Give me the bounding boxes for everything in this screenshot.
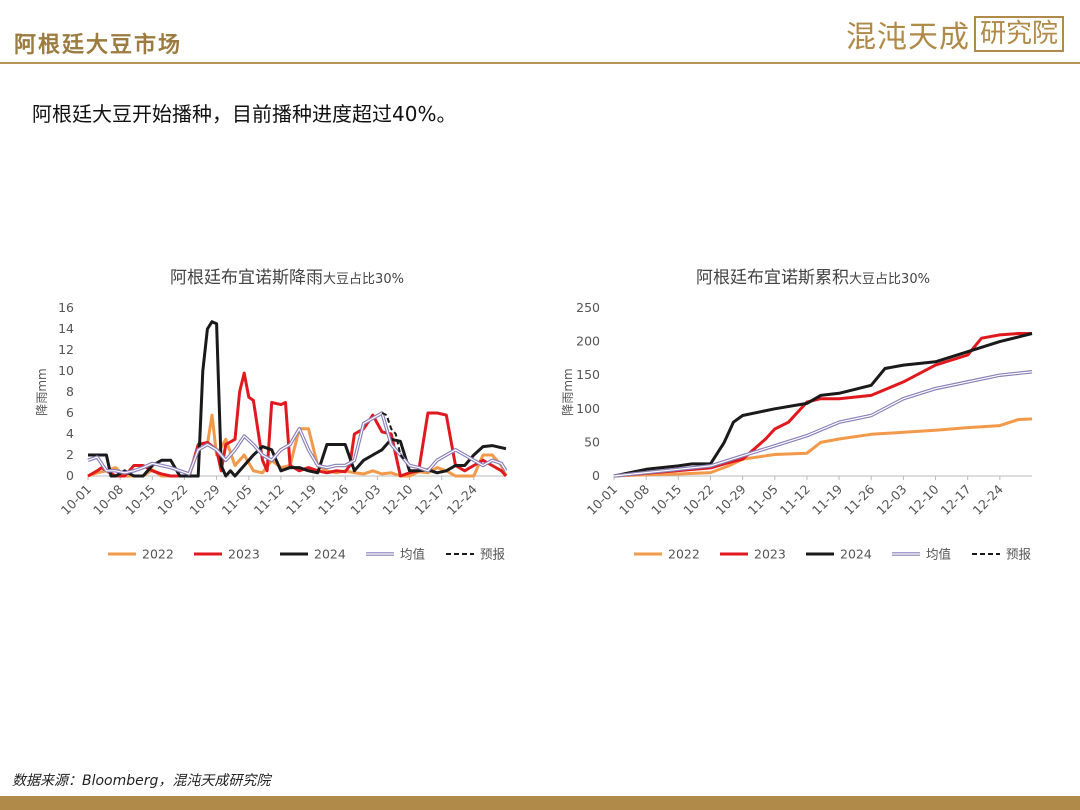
series-line-均值-inner xyxy=(87,412,507,475)
y-tick-label: 200 xyxy=(576,334,600,349)
chart-title-main: 阿根廷布宜诺斯降雨 xyxy=(170,268,323,288)
legend-label: 预报 xyxy=(1006,547,1032,562)
footer-bar xyxy=(0,796,1080,810)
x-tick-label: 12-17 xyxy=(412,482,448,518)
rainfall-chart: 阿根廷布宜诺斯降雨大豆占比30%0246810121416降雨mm10-0110… xyxy=(35,268,508,562)
x-tick-label: 12-24 xyxy=(444,481,480,517)
x-tick-label: 11-26 xyxy=(841,481,877,517)
x-tick-label: 11-19 xyxy=(809,481,845,517)
y-tick-label: 150 xyxy=(576,367,600,382)
x-tick-label: 10-01 xyxy=(584,482,620,518)
chart-title-suffix: 大豆占比30% xyxy=(849,272,930,287)
series-line-2024 xyxy=(613,332,1033,478)
series-line-均值-inner xyxy=(613,371,1033,477)
y-axis-label: 降雨mm xyxy=(35,368,49,415)
x-tick-label: 10-29 xyxy=(186,481,222,517)
legend-label: 2024 xyxy=(840,547,872,562)
chart-title: 阿根廷布宜诺斯累积大豆占比30% xyxy=(696,268,930,288)
y-tick-label: 100 xyxy=(576,401,600,416)
legend-label: 均值 xyxy=(400,547,425,562)
y-tick-label: 16 xyxy=(58,300,74,315)
x-tick-label: 10-29 xyxy=(712,481,748,517)
x-tick-label: 10-15 xyxy=(648,482,684,518)
x-tick-label: 10-01 xyxy=(58,482,94,518)
x-tick-label: 11-12 xyxy=(251,482,287,518)
x-tick-label: 12-24 xyxy=(970,481,1006,517)
page-title: 阿根廷大豆市场 xyxy=(14,32,183,58)
series-line-预报 xyxy=(381,412,406,461)
series-line-2023 xyxy=(87,371,508,478)
series-line-2023 xyxy=(613,332,1032,478)
logo-box: 研究院 xyxy=(974,16,1065,52)
x-tick-label: 11-26 xyxy=(315,481,351,517)
x-tick-label: 11-05 xyxy=(219,482,255,518)
x-tick-label: 11-05 xyxy=(745,482,781,518)
subtitle: 阿根廷大豆开始播种，目前播种进度超过40%。 xyxy=(32,102,457,126)
header-divider xyxy=(0,62,1080,64)
x-tick-label: 11-12 xyxy=(777,482,813,518)
y-tick-label: 10 xyxy=(58,363,74,378)
chart-title-main: 阿根廷布宜诺斯累积 xyxy=(696,268,849,288)
x-tick-label: 12-03 xyxy=(347,482,383,518)
legend-label: 预报 xyxy=(480,547,506,562)
x-tick-label: 10-15 xyxy=(122,482,158,518)
cumulative-chart: 阿根廷布宜诺斯累积大豆占比30% 0 50 100 150 200 250 降雨mm 10-01… xyxy=(561,268,1033,562)
x-tick-label: 12-03 xyxy=(873,482,909,518)
x-tick-label: 10-22 xyxy=(680,482,716,518)
legend-label: 2022 xyxy=(668,547,700,562)
x-tick-label: 10-22 xyxy=(154,482,190,518)
legend-label: 均值 xyxy=(926,547,951,562)
legend-label: 2024 xyxy=(314,547,346,562)
y-tick-label: 0 xyxy=(592,468,600,483)
series-line-均值 xyxy=(613,370,1033,478)
y-tick-label: 0 xyxy=(66,468,74,483)
legend-label: 2023 xyxy=(754,547,786,562)
y-tick-label: 4 xyxy=(66,426,74,441)
legend-label: 2022 xyxy=(142,547,174,562)
x-tick-label: 10-08 xyxy=(616,481,652,517)
y-tick-label: 250 xyxy=(576,300,600,315)
y-tick-label: 6 xyxy=(66,405,74,420)
y-tick-label: 12 xyxy=(58,342,74,357)
source-note: 数据来源：Bloomberg，混沌天成研究院 xyxy=(12,773,271,789)
x-tick-label: 11-19 xyxy=(283,481,319,517)
chart-title: 阿根廷布宜诺斯降雨大豆占比30% xyxy=(170,268,404,288)
x-tick-label: 12-17 xyxy=(938,482,974,518)
legend-label: 2023 xyxy=(228,547,260,562)
x-tick-label: 12-10 xyxy=(905,481,941,517)
y-tick-label: 2 xyxy=(66,447,74,462)
y-axis-label: 降雨mm xyxy=(561,368,575,415)
series-line-2022 xyxy=(613,417,1033,478)
y-tick-label: 8 xyxy=(66,384,74,399)
y-tick-label: 14 xyxy=(58,321,74,336)
y-tick-label: 50 xyxy=(584,434,600,449)
x-tick-label: 12-10 xyxy=(379,481,415,517)
chart-title-suffix: 大豆占比30% xyxy=(323,272,404,287)
brand-logo: 混沌天成 研究院 xyxy=(846,14,1065,55)
series-line-2024 xyxy=(88,320,507,478)
logo-main: 混沌天成 xyxy=(846,20,970,55)
x-tick-label: 10-08 xyxy=(90,481,126,517)
